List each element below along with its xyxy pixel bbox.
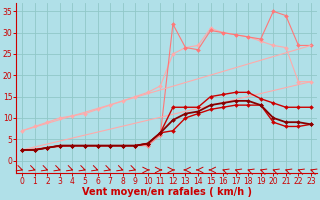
X-axis label: Vent moyen/en rafales ( km/h ): Vent moyen/en rafales ( km/h )	[82, 187, 252, 197]
